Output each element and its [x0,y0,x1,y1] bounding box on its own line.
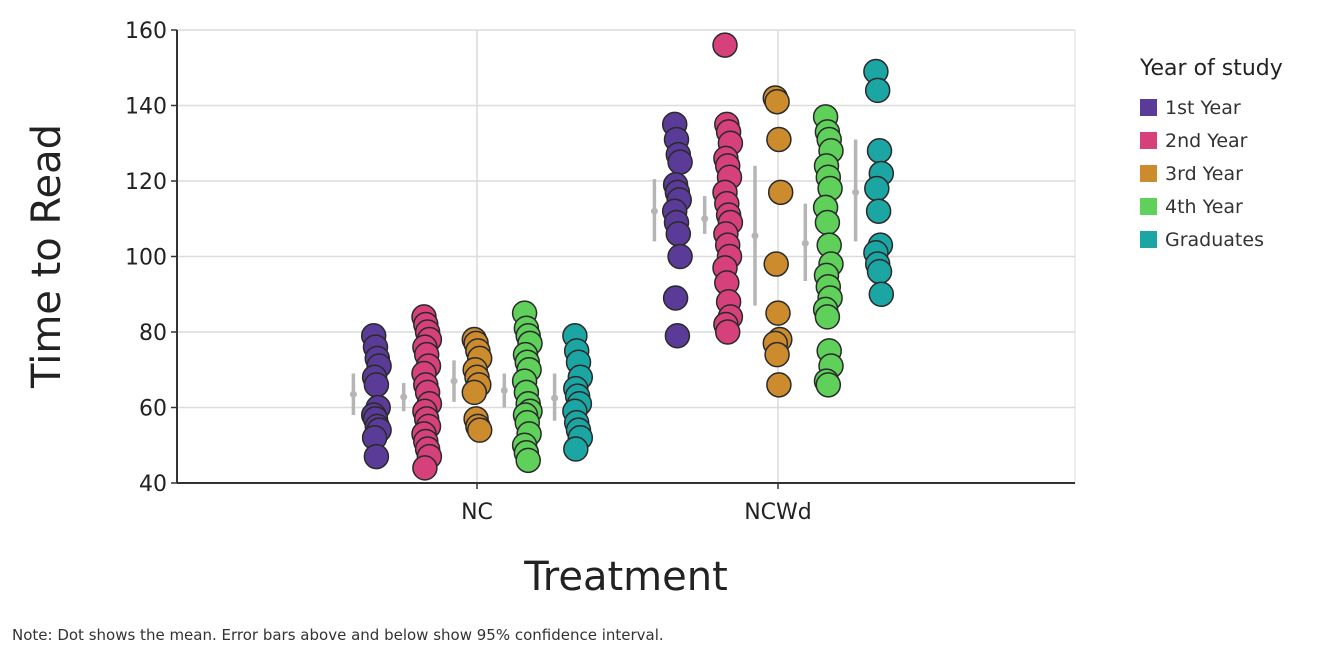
y-tick-label: 60 [139,397,167,422]
y-tick-label: 120 [125,170,167,195]
y-tick-label: 140 [125,95,167,120]
chart-note: Note: Dot shows the mean. Error bars abo… [12,626,664,644]
x-axis-label: Treatment [523,554,728,600]
y-tick-label: 160 [125,19,167,44]
mean-dot [551,394,559,402]
data-point [363,443,390,470]
data-point [765,300,791,326]
y-tick-label: 80 [139,321,167,346]
legend-swatch [1140,132,1157,149]
legend-label: 2nd Year [1165,129,1248,152]
data-point [815,372,842,398]
y-tick-label: 100 [125,246,167,271]
y-tick-label: 40 [139,472,167,497]
mean-dot [349,390,357,398]
x-tick-label: NCWd [744,500,812,525]
legend-label: 3rd Year [1165,162,1243,185]
data-point [363,372,390,398]
data-point [461,379,488,406]
legend-title: Year of study [1140,56,1283,81]
data-point [563,436,589,462]
legend-label: 1st Year [1165,96,1241,119]
data-point [864,77,891,104]
legend-swatch [1140,99,1157,116]
mean-dot [450,377,458,385]
mean-dot [650,207,658,215]
data-point [865,198,892,224]
data-point [767,179,794,206]
data-point [766,126,792,153]
legend-label: 4th Year [1165,195,1243,218]
legend-item: 3rd Year [1140,157,1283,190]
mean-dot [500,387,508,395]
data-point [766,372,792,398]
legend-item: Graduates [1140,223,1283,256]
legend-item: 2nd Year [1140,124,1283,157]
mean-dot [400,393,408,401]
legend-swatch [1140,198,1157,215]
data-point [667,243,693,270]
legend-swatch [1140,165,1157,182]
data-point [662,285,689,311]
data-point [868,281,895,307]
data-point [515,447,541,474]
data-point [814,209,841,236]
y-axis-label: Time to Read [24,124,70,389]
legend-swatch [1140,231,1157,248]
legend: Year of study 1st Year 2nd Year 3rd Year 4t… [1140,56,1283,256]
data-point [665,221,692,247]
data-point [664,323,691,349]
mean-dot [852,188,860,196]
data-point [814,304,841,330]
data-point [866,138,893,164]
data-point [667,149,693,175]
mean-dot [801,239,809,247]
data-point [864,175,890,202]
mean-dot [701,215,709,223]
data-point [866,258,893,285]
x-tick-label: NC [461,500,493,525]
data-point [712,32,738,58]
data-point [466,417,493,443]
data-point [764,341,790,368]
data-point [412,455,438,481]
legend-item: 4th Year [1140,190,1283,223]
data-point [764,88,790,115]
data-point [714,319,741,345]
data-point [763,251,789,277]
legend-item: 1st Year [1140,91,1283,124]
mean-dot [751,232,759,240]
legend-label: Graduates [1165,228,1264,251]
